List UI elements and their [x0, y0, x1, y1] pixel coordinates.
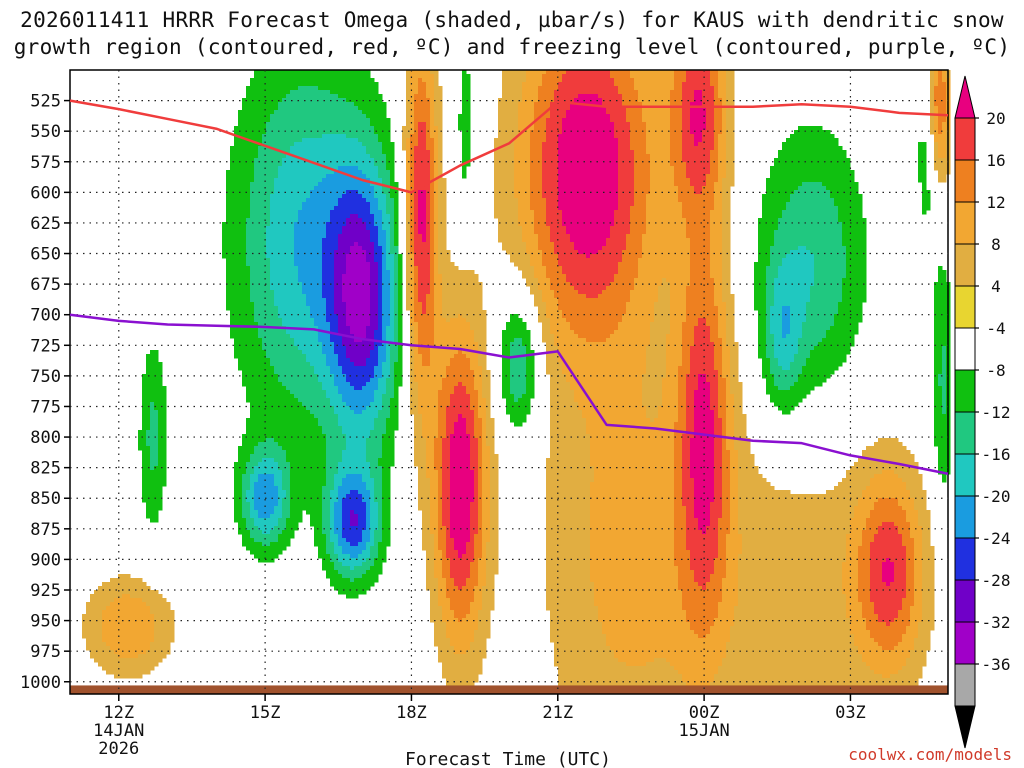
colorbar-swatch-2 — [954, 159, 976, 203]
colorbar-swatch-6 — [954, 327, 976, 371]
colorbar-swatch-10 — [954, 495, 976, 539]
colorbar-swatch-12 — [954, 579, 976, 623]
colorbar-label-4: 4 — [991, 277, 1001, 296]
grid-lines — [70, 70, 948, 694]
ground-surface — [70, 685, 948, 694]
colorbar: 20 16 12 8 4 -4 -8 -12 -16 -20 -24 -28 -32 -36 — [954, 75, 1011, 749]
y-tick-label-550: 550 — [30, 122, 61, 142]
y-tick-label-675: 675 — [30, 275, 61, 295]
colorbar-swatch-8 — [954, 411, 976, 455]
credit-link[interactable]: coolwx.com/models — [848, 745, 1012, 764]
colorbar-swatch-5 — [954, 285, 976, 329]
y-tick-label-700: 700 — [30, 306, 61, 326]
y-tick-label-650: 650 — [30, 245, 61, 265]
y-axis-ticks: 525 550 575 600 625 650 675 700 725 750 775 800 825 8… — [20, 92, 70, 693]
colorbar-swatch-1 — [954, 117, 976, 161]
y-tick-label-900: 900 — [30, 550, 61, 570]
x-tick-year-12Z: 2026 — [98, 739, 139, 759]
colorbar-label-6: -8 — [986, 361, 1005, 380]
x-tick-label-00Z: 00Z — [689, 703, 720, 723]
x-tick-label-15Z: 15Z — [250, 703, 281, 723]
y-tick-label-525: 525 — [30, 92, 61, 112]
chart-title-line-1: 2026011411 HRRR Forecast Omega (shaded, … — [0, 8, 1024, 32]
x-tick-date-00Z: 15JAN — [679, 721, 730, 741]
y-tick-label-725: 725 — [30, 336, 61, 356]
colorbar-label-8: -16 — [982, 445, 1011, 464]
chart-title-line-2: growth region (contoured, red, ºC) and f… — [0, 35, 1024, 59]
x-tick-label-12Z: 12Z — [103, 703, 134, 723]
colorbar-label-10: -24 — [982, 529, 1011, 548]
colorbar-label-0: 20 — [986, 109, 1005, 128]
y-tick-label-575: 575 — [30, 153, 61, 173]
colorbar-swatch-14 — [954, 663, 976, 707]
x-axis-label: Forecast Time (UTC) — [405, 749, 611, 768]
colorbar-label-12: -32 — [982, 613, 1011, 632]
x-tick-date-12Z: 14JAN — [93, 721, 144, 741]
colorbar-swatch-11 — [954, 537, 976, 581]
colorbar-label-1: 16 — [986, 151, 1005, 170]
colorbar-swatch-4 — [954, 243, 976, 287]
y-tick-label-975: 975 — [30, 642, 61, 662]
y-tick-label-950: 950 — [30, 612, 61, 632]
x-tick-label-21Z: 21Z — [542, 703, 573, 723]
dendritic-growth-line — [69, 99, 949, 194]
colorbar-swatch-7 — [954, 369, 976, 413]
freezing-level-line — [69, 313, 949, 475]
colorbar-label-3: 8 — [991, 235, 1001, 254]
colorbar-label-2: 12 — [986, 193, 1005, 212]
colorbar-label-7: -12 — [982, 403, 1011, 422]
colorbar-label-11: -28 — [982, 571, 1011, 590]
colorbar-label-5: -4 — [986, 319, 1005, 338]
colorbar-label-9: -20 — [982, 487, 1011, 506]
contour-lines — [69, 99, 949, 475]
colorbar-label-13: -36 — [982, 655, 1011, 674]
y-tick-label-825: 825 — [30, 459, 61, 479]
x-tick-label-03Z: 03Z — [835, 703, 866, 723]
colorbar-top-arrow — [954, 75, 976, 119]
y-tick-label-850: 850 — [30, 489, 61, 509]
plot-frame — [69, 69, 949, 695]
y-tick-label-1000: 1000 — [20, 673, 61, 693]
colorbar-swatch-9 — [954, 453, 976, 497]
y-tick-label-800: 800 — [30, 428, 61, 448]
y-tick-label-750: 750 — [30, 367, 61, 387]
colorbar-swatch-13 — [954, 621, 976, 665]
plot-area — [69, 69, 951, 695]
y-tick-label-775: 775 — [30, 397, 61, 417]
y-tick-label-925: 925 — [30, 581, 61, 601]
colorbar-swatch-3 — [954, 201, 976, 245]
y-tick-label-600: 600 — [30, 183, 61, 203]
x-tick-label-18Z: 18Z — [396, 703, 427, 723]
y-tick-label-875: 875 — [30, 520, 61, 540]
y-tick-label-625: 625 — [30, 214, 61, 234]
colorbar-bottom-arrow — [954, 705, 976, 749]
